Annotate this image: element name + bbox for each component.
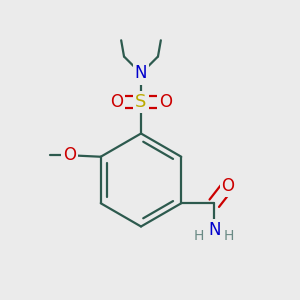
Text: H: H: [194, 229, 205, 243]
Text: S: S: [135, 93, 147, 111]
Text: O: O: [159, 93, 172, 111]
Text: O: O: [222, 176, 235, 194]
Text: O: O: [63, 146, 76, 164]
Text: H: H: [224, 229, 235, 243]
Text: N: N: [208, 220, 220, 239]
Text: N: N: [135, 64, 147, 82]
Text: O: O: [110, 93, 123, 111]
